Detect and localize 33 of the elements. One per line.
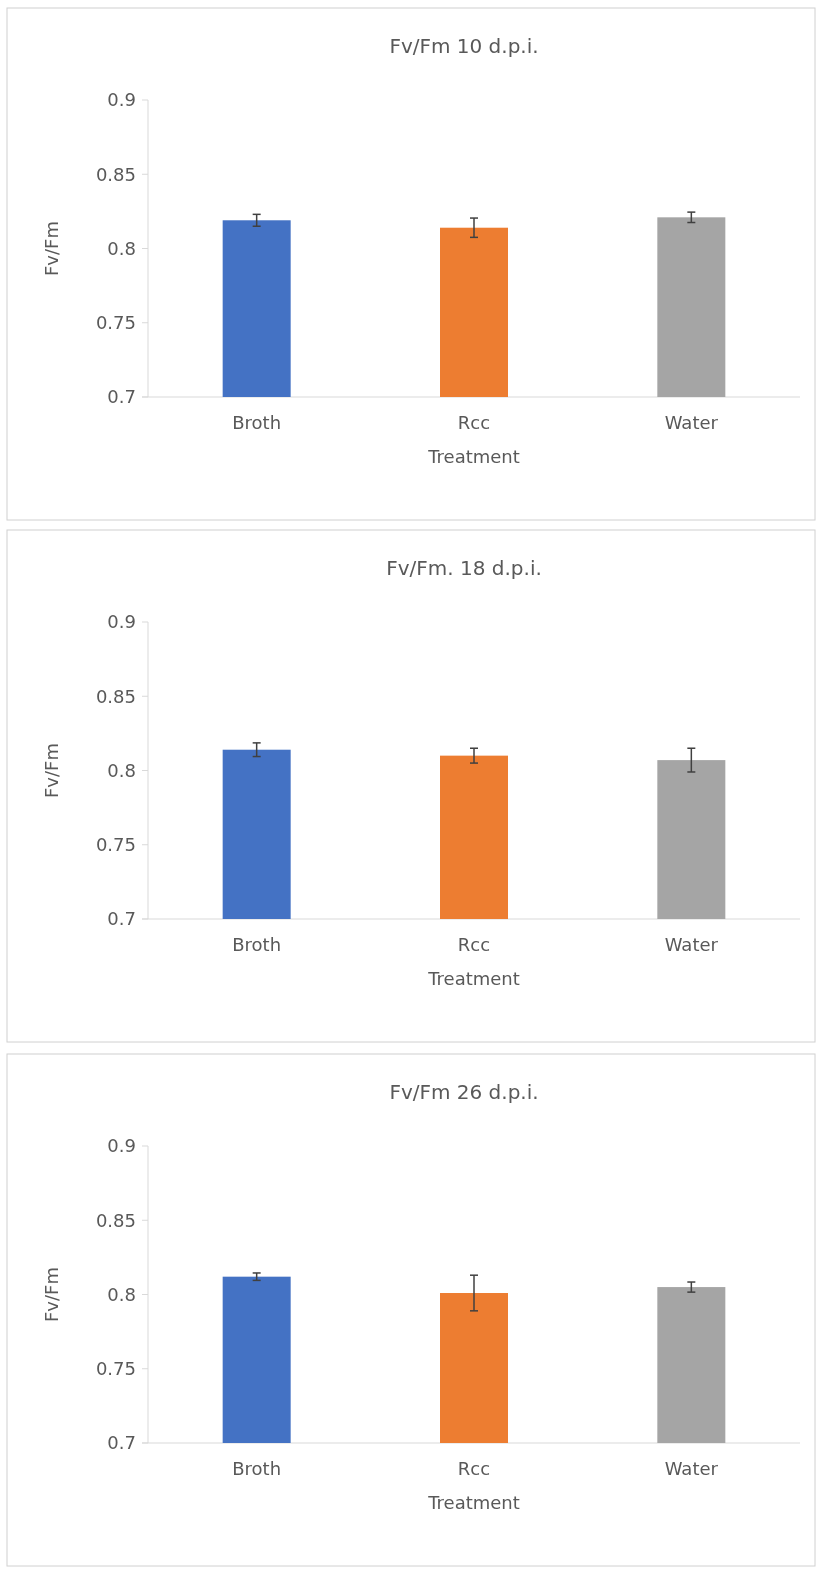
y-tick-label: 0.9 (107, 1135, 136, 1157)
y-tick-label: 0.85 (95, 163, 136, 185)
y-tick-label: 0.75 (95, 1358, 136, 1380)
y-axis-title: Fv/Fm (41, 743, 62, 798)
y-axis-title: Fv/Fm (41, 1267, 62, 1322)
x-axis-title: Treatment (427, 446, 520, 467)
chart-title: Fv/Fm 26 d.p.i. (389, 1080, 539, 1104)
x-axis-title: Treatment (427, 968, 520, 989)
x-tick-label: Rcc (457, 412, 491, 433)
y-tick-label: 0.7 (107, 1432, 136, 1454)
y-axis-title: Fv/Fm (41, 221, 62, 276)
y-tick-label: 0.75 (95, 312, 136, 334)
y-tick-label: 0.8 (107, 759, 136, 781)
x-tick-label: Broth (232, 934, 282, 955)
y-tick-label: 0.7 (107, 908, 136, 930)
x-tick-label: Water (664, 412, 719, 433)
y-tick-label: 0.9 (107, 611, 136, 633)
y-tick-label: 0.85 (95, 685, 136, 707)
y-tick-label: 0.8 (107, 1283, 136, 1305)
x-axis-title: Treatment (427, 1492, 520, 1513)
x-tick-label: Broth (232, 412, 282, 433)
x-tick-label: Water (664, 934, 719, 955)
x-tick-label: Broth (232, 1458, 282, 1479)
chart-title: Fv/Fm. 18 d.p.i. (386, 556, 542, 580)
y-tick-label: 0.75 (95, 834, 136, 856)
y-tick-label: 0.85 (95, 1209, 136, 1231)
x-tick-label: Rcc (457, 1458, 491, 1479)
chart-title: Fv/Fm 10 d.p.i. (389, 34, 539, 58)
y-tick-label: 0.9 (107, 89, 136, 111)
x-tick-label: Rcc (457, 934, 491, 955)
y-tick-label: 0.8 (107, 237, 136, 259)
x-tick-label: Water (664, 1458, 719, 1479)
y-tick-label: 0.7 (107, 386, 136, 408)
